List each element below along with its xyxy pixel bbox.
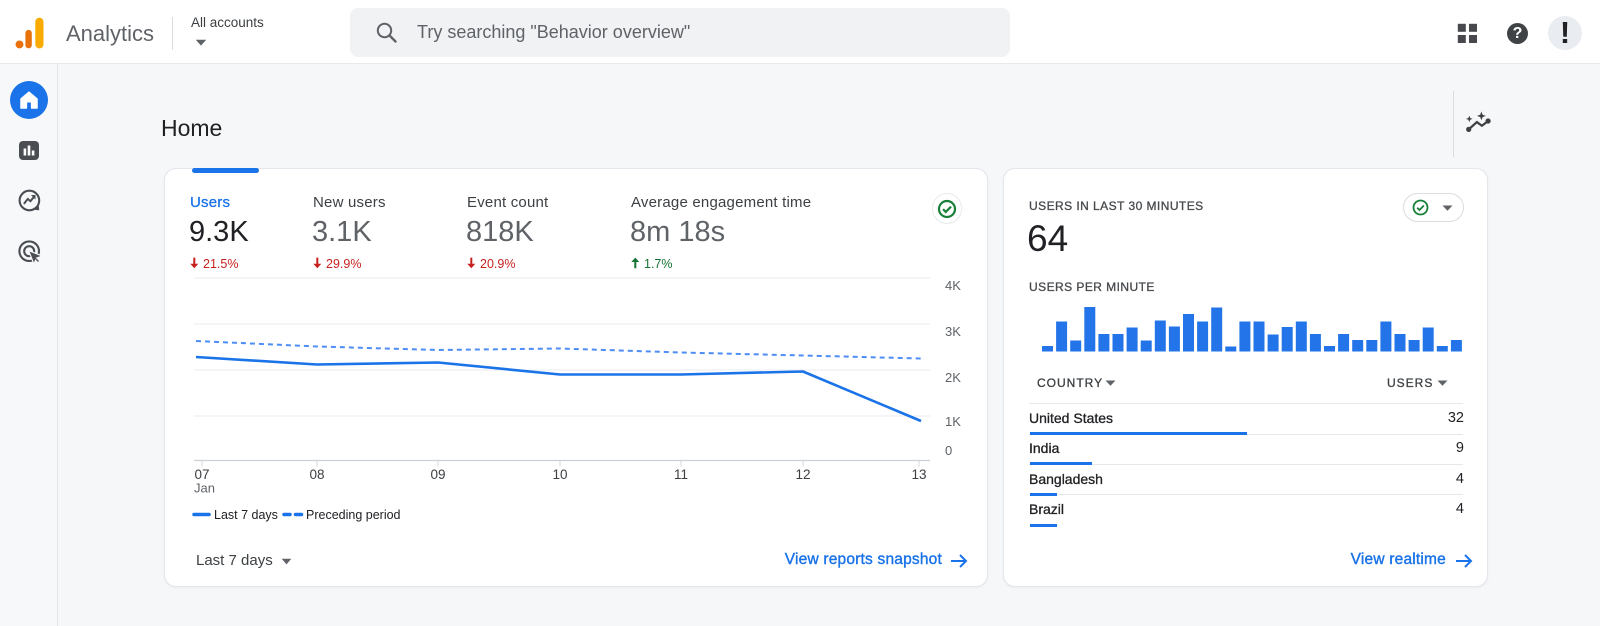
svg-text:10: 10 <box>552 467 567 482</box>
svg-text:Preceding period: Preceding period <box>306 508 401 522</box>
svg-text:Jan: Jan <box>194 481 215 496</box>
svg-text:07: 07 <box>194 467 209 482</box>
svg-text:0: 0 <box>945 443 952 458</box>
svg-text:Last 7 days: Last 7 days <box>214 508 278 522</box>
svg-text:11: 11 <box>674 467 688 482</box>
svg-text:2K: 2K <box>945 370 961 385</box>
svg-text:09: 09 <box>430 467 445 482</box>
svg-text:12: 12 <box>795 467 810 482</box>
svg-text:3K: 3K <box>945 324 961 339</box>
svg-text:4K: 4K <box>945 278 961 293</box>
svg-text:1K: 1K <box>945 414 961 429</box>
svg-text:13: 13 <box>911 467 926 482</box>
svg-text:08: 08 <box>309 467 324 482</box>
